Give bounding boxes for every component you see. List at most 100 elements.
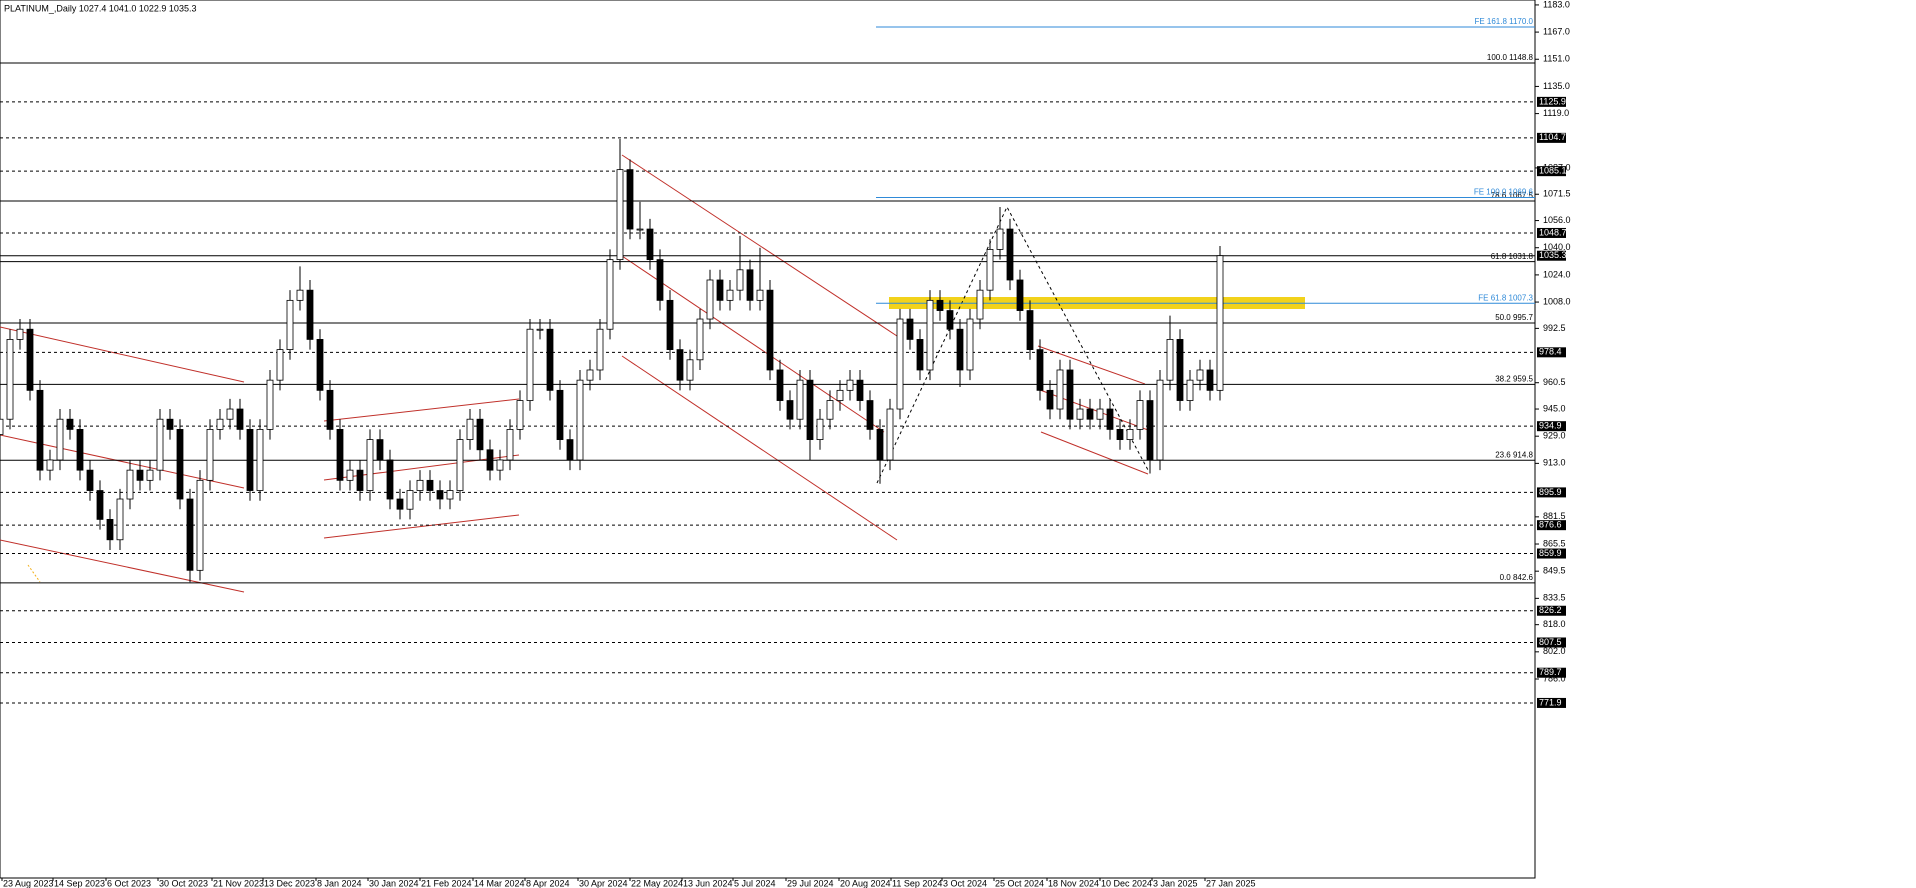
- candle-body: [536, 328, 544, 331]
- y-tick-label: 865.5: [1543, 538, 1566, 548]
- candle-body: [1146, 400, 1154, 461]
- candle-body: [186, 498, 194, 571]
- zigzag: [876, 205, 1149, 484]
- candle-body: [756, 289, 764, 301]
- candle-body: [546, 328, 554, 391]
- candle-body: [316, 339, 324, 391]
- candle-body: [176, 429, 184, 500]
- x-tick-label: 6 Oct 2023: [107, 878, 151, 888]
- price-box: [1537, 697, 1566, 708]
- price-box-label: 895.9: [1539, 487, 1562, 497]
- x-tick-label: 8 Apr 2024: [526, 878, 570, 888]
- candle-body: [216, 418, 224, 430]
- y-tick-label: 1024.0: [1543, 269, 1571, 279]
- trend-line: [27, 564, 41, 583]
- x-tick-label: 8 Jan 2024: [317, 878, 362, 888]
- fe-label: FE 61.8 1007.3: [1478, 293, 1533, 302]
- candle-body: [256, 429, 264, 491]
- y-tick-label: 1167.0: [1543, 26, 1570, 36]
- y-tick-label: 1119.0: [1543, 108, 1569, 118]
- candle-body: [266, 379, 274, 430]
- price-box: [1537, 548, 1566, 559]
- candle-body: [196, 479, 204, 571]
- y-tick-label: 833.5: [1543, 593, 1566, 603]
- candle-body: [836, 389, 844, 401]
- candle-body: [996, 228, 1004, 250]
- price-box-label: 1085.1: [1539, 166, 1567, 176]
- candle-body: [336, 429, 344, 481]
- candle-body: [656, 259, 664, 301]
- candle-body: [956, 328, 964, 371]
- price-box: [1537, 166, 1566, 177]
- candle-body: [1056, 369, 1064, 410]
- y-tick-label: 1040.0: [1543, 242, 1571, 252]
- candle-body: [506, 429, 514, 461]
- x-tick-label: 3 Oct 2024: [943, 878, 987, 888]
- price-box-label: 826.2: [1539, 605, 1562, 615]
- candle-body: [686, 359, 694, 381]
- candle-body: [846, 379, 854, 391]
- candle-body: [1136, 400, 1144, 430]
- y-tick-label: 786.0: [1543, 673, 1566, 683]
- y-tick-label: 849.5: [1543, 566, 1566, 576]
- price-box-label: 934.9: [1539, 421, 1562, 431]
- candle-body: [1106, 408, 1114, 430]
- candle-body: [576, 379, 584, 461]
- x-tick-label: 13 Dec 2023: [264, 878, 315, 888]
- candle-body: [736, 269, 744, 291]
- candle-body: [936, 299, 944, 311]
- x-tick-label: 14 Sep 2023: [54, 878, 105, 888]
- candle-body: [806, 379, 814, 440]
- y-tick-label: 1135.0: [1543, 81, 1570, 91]
- price-box: [1537, 637, 1566, 648]
- candle-body: [326, 389, 334, 430]
- candle-body: [206, 429, 214, 481]
- candle-body: [826, 400, 834, 420]
- candle-body: [856, 379, 864, 401]
- candle-body: [446, 490, 454, 500]
- fib-label: 78.6 1067.5: [1491, 191, 1534, 200]
- candle-body: [786, 400, 794, 420]
- candle-body: [86, 469, 94, 491]
- candle-body: [1116, 429, 1124, 440]
- price-box-label: 859.9: [1539, 548, 1562, 558]
- candle-body: [466, 418, 474, 440]
- candle-body: [1176, 339, 1184, 401]
- candle-body: [56, 418, 64, 461]
- x-tick-label: 3 Jan 2025: [1153, 878, 1198, 888]
- fe-label: FE 161.8 1170.0: [1474, 17, 1533, 26]
- x-tick-label: 23 Aug 2023: [3, 878, 54, 888]
- candle-body: [6, 339, 14, 420]
- candle-body: [1036, 349, 1044, 391]
- candle-body: [606, 259, 614, 330]
- candle-body: [126, 469, 134, 500]
- candle-body: [306, 289, 314, 340]
- annotations: [0, 154, 1305, 593]
- y-tick-label: 1151.0: [1543, 54, 1570, 64]
- candle-body: [426, 479, 434, 491]
- candle-body: [866, 400, 874, 430]
- candle-body: [296, 289, 304, 301]
- trend-line: [621, 355, 898, 541]
- candle-body: [966, 318, 974, 371]
- candle-body: [1126, 429, 1134, 440]
- fib-label: 100.0 1148.8: [1487, 53, 1534, 62]
- candle-body: [746, 269, 754, 301]
- candle-body: [36, 389, 44, 471]
- candle-body: [636, 228, 644, 231]
- y-tick-label: 818.0: [1543, 619, 1566, 629]
- trend-line: [1037, 345, 1146, 385]
- fib-label: 61.8 1031.8: [1491, 252, 1534, 261]
- candle-body: [276, 349, 284, 381]
- candle-body: [596, 328, 604, 371]
- x-tick-label: 25 Oct 2024: [995, 878, 1044, 888]
- candle-body: [886, 408, 894, 461]
- candle-body: [706, 279, 714, 320]
- candle-body: [1196, 369, 1204, 381]
- candle-body: [456, 439, 464, 491]
- y-tick-label: 881.5: [1543, 511, 1566, 521]
- y-tick-label: 992.5: [1543, 323, 1566, 333]
- candle-body: [1206, 369, 1214, 391]
- candle-body: [526, 328, 534, 401]
